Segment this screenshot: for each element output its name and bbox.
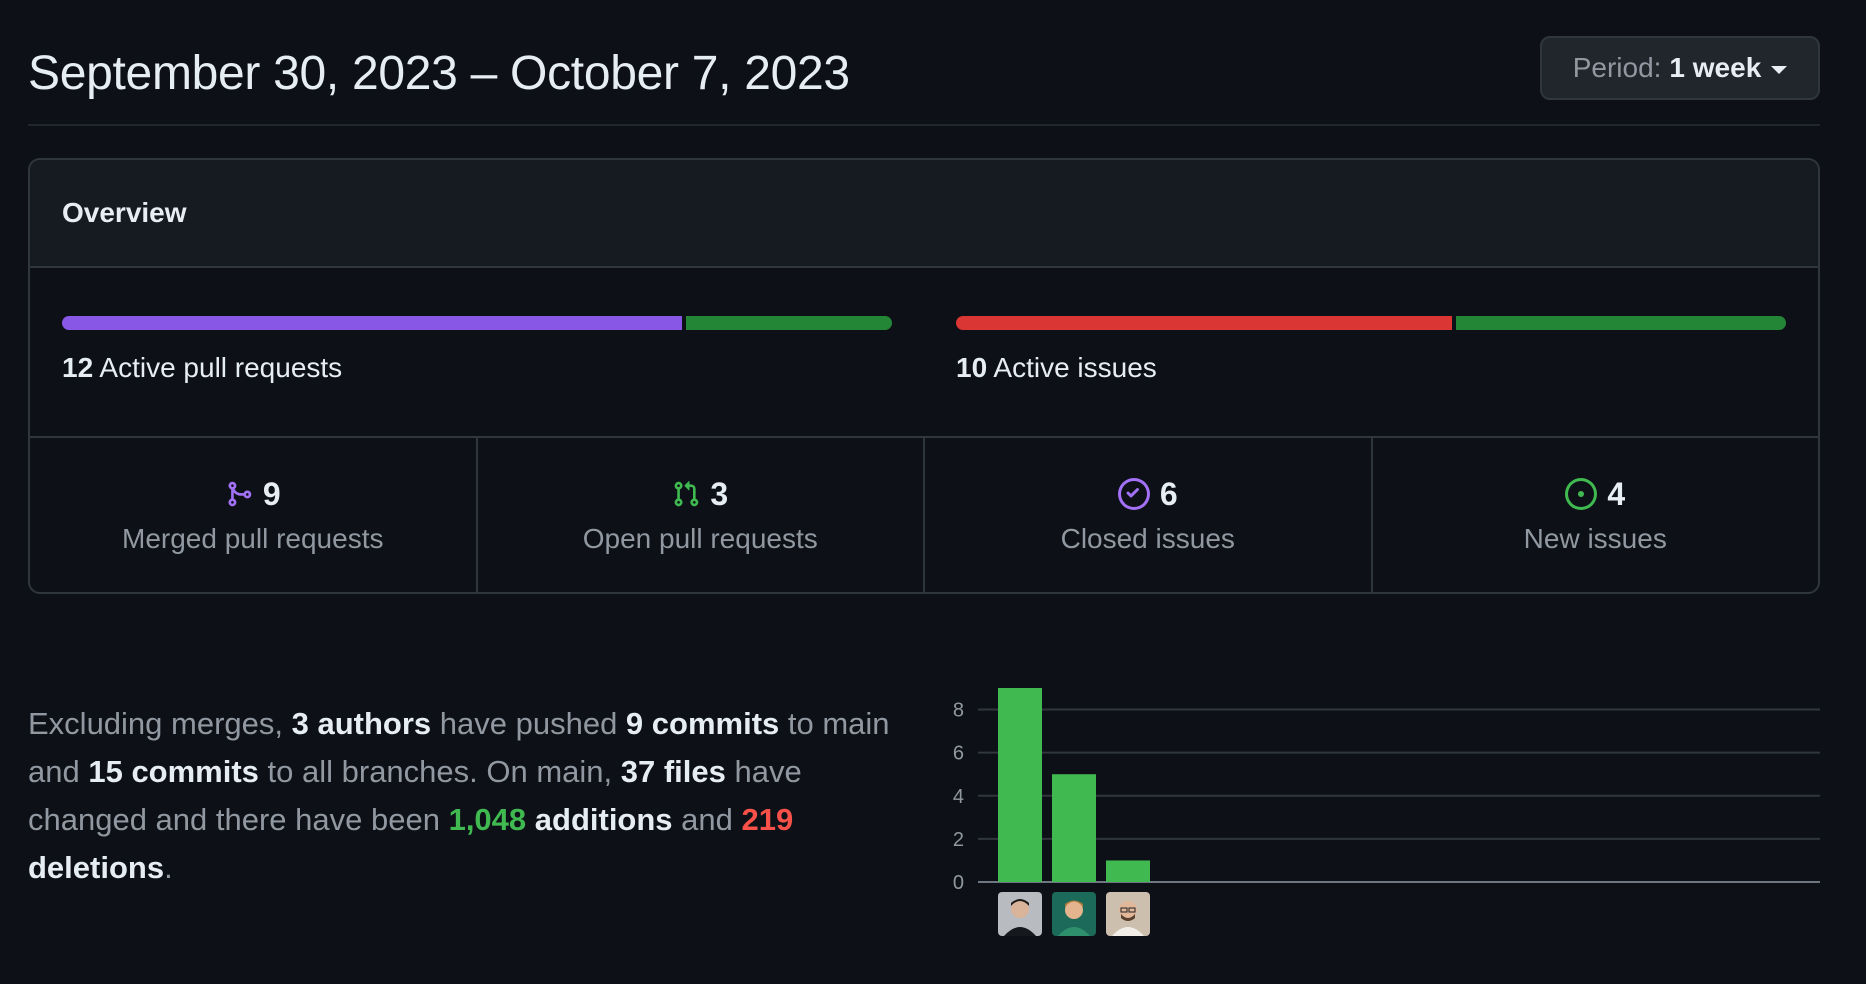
closed-issues-label: Closed issues xyxy=(1060,522,1235,554)
summary-text: Excluding merges, xyxy=(28,706,292,741)
avatar-portrait-icon xyxy=(1052,892,1096,936)
summary-text: . xyxy=(164,850,173,885)
stat-new-issues[interactable]: 4 New issues xyxy=(1373,438,1819,592)
y-tick-label: 8 xyxy=(953,700,964,722)
authors-count[interactable]: 3 authors xyxy=(291,706,432,741)
y-tick-label: 6 xyxy=(953,743,964,765)
active-pr-text: Active pull requests xyxy=(99,352,343,383)
overview-header: Overview xyxy=(30,160,1818,268)
overview-panel: Overview 12 Active pull requests 10 Acti… xyxy=(28,158,1820,594)
y-tick-label: 4 xyxy=(953,786,964,808)
summary-text: to main and xyxy=(28,706,890,789)
commit-bar[interactable] xyxy=(1106,860,1150,882)
summary-text: have changed and there have been xyxy=(28,754,802,837)
commits-by-author-chart: 0 2 4 6 8 xyxy=(950,670,1820,970)
author-avatar-2[interactable] xyxy=(1052,892,1096,936)
y-tick-label: 2 xyxy=(953,829,964,851)
chart-svg: 0 2 4 6 8 xyxy=(953,688,1820,894)
git-merge-icon xyxy=(228,481,252,507)
page-header: September 30, 2023 – October 7, 2023 Per… xyxy=(28,28,1820,126)
y-tick-label: 0 xyxy=(953,872,964,894)
overview-bars: 12 Active pull requests 10 Active issues xyxy=(30,268,1818,438)
closed-issues-value: 6 xyxy=(1159,475,1178,512)
avatar-portrait-icon xyxy=(1106,892,1150,936)
active-pr-count: 12 xyxy=(62,352,94,383)
pull-requests-progress-bar xyxy=(62,316,892,330)
commits-main-count[interactable]: 9 commits xyxy=(625,706,780,741)
summary-text: have pushed xyxy=(431,706,626,741)
issues-progress-bar xyxy=(956,316,1786,330)
new-issues-value: 4 xyxy=(1607,475,1626,512)
issues-label: 10 Active issues xyxy=(956,352,1786,384)
open-segment xyxy=(685,316,892,330)
overview-title: Overview xyxy=(62,197,187,228)
git-pull-request-icon xyxy=(674,481,699,507)
pull-requests-label: 12 Active pull requests xyxy=(62,352,892,384)
commit-bar[interactable] xyxy=(998,688,1042,882)
avatar-portrait-icon xyxy=(998,892,1042,936)
author-avatar-3[interactable] xyxy=(1106,892,1150,936)
issues-summary[interactable]: 10 Active issues xyxy=(956,316,1786,384)
author-avatar-1[interactable] xyxy=(998,892,1042,936)
active-issues-count: 10 xyxy=(956,352,988,383)
pull-requests-summary[interactable]: 12 Active pull requests xyxy=(62,316,892,384)
commits-all-count[interactable]: 15 commits xyxy=(88,754,259,789)
new-issues-label: New issues xyxy=(1523,522,1667,554)
additions-count: 1,048 xyxy=(448,802,527,837)
caret-down-icon xyxy=(1771,66,1788,74)
period-value: 1 week xyxy=(1669,52,1762,83)
stat-merged-pull-requests[interactable]: 9 Merged pull requests xyxy=(30,438,478,592)
deletions-count: 219 xyxy=(741,802,794,837)
commit-bar[interactable] xyxy=(1052,774,1096,882)
deletions-label: deletions xyxy=(28,850,165,885)
overview-stats: 9 Merged pull requests 3 Open pull reque… xyxy=(30,438,1818,592)
commit-summary: Excluding merges, 3 authors have pushed … xyxy=(28,700,928,892)
period-dropdown-button[interactable]: Period: 1 week xyxy=(1540,36,1820,100)
active-issues-text: Active issues xyxy=(993,352,1157,383)
merged-segment xyxy=(62,316,682,330)
new-segment xyxy=(1455,316,1786,330)
open-pr-value: 3 xyxy=(710,475,729,512)
summary-text: to all branches. On main, xyxy=(258,754,621,789)
page-title: September 30, 2023 – October 7, 2023 xyxy=(28,47,850,100)
closed-segment xyxy=(956,316,1452,330)
stat-open-pull-requests[interactable]: 3 Open pull requests xyxy=(478,438,925,592)
merged-pr-label: Merged pull requests xyxy=(122,522,384,554)
summary-text: and xyxy=(672,802,742,837)
period-label: Period: xyxy=(1572,52,1662,83)
issue-closed-icon xyxy=(1117,478,1150,510)
stat-closed-issues[interactable]: 6 Closed issues xyxy=(925,438,1373,592)
open-pr-label: Open pull requests xyxy=(582,522,818,554)
issue-opened-icon xyxy=(1565,478,1598,510)
files-count[interactable]: 37 files xyxy=(620,754,726,789)
additions-label: additions xyxy=(526,802,673,837)
merged-pr-value: 9 xyxy=(262,475,281,512)
